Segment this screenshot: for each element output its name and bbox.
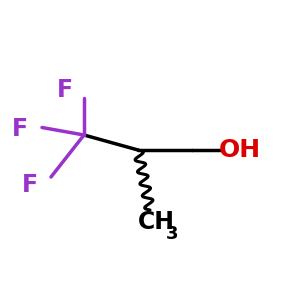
Text: F: F	[11, 117, 28, 141]
Text: 3: 3	[166, 225, 179, 243]
Text: F: F	[22, 172, 38, 197]
Text: CH: CH	[137, 210, 175, 234]
Text: OH: OH	[219, 138, 261, 162]
Text: F: F	[56, 78, 73, 102]
